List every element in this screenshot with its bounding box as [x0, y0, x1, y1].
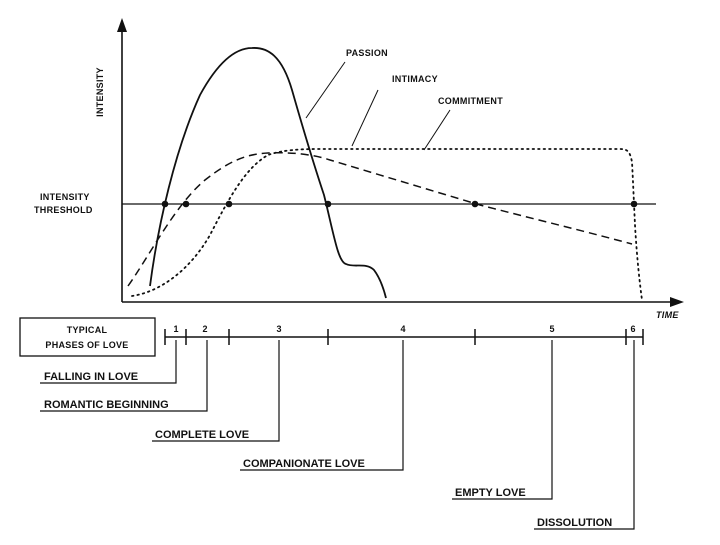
phase-numbers: 1 2 3 4 5 6	[173, 324, 635, 334]
intimacy-leader	[351, 89, 379, 147]
y-axis-arrow	[117, 18, 127, 32]
threshold-label-line1: INTENSITY	[40, 192, 90, 202]
phase-leader	[40, 340, 208, 412]
phases-box-line2: PHASES OF LOVE	[45, 340, 128, 350]
commitment-label: COMMITMENT	[438, 96, 503, 106]
crossing-dot	[630, 200, 638, 208]
intimacy-label: INTIMACY	[392, 74, 438, 84]
crossing-dot	[182, 200, 190, 208]
phase-label-complete-love: COMPLETE LOVE	[155, 429, 249, 441]
phase-number: 1	[173, 324, 178, 334]
passion-label: PASSION	[346, 48, 388, 58]
phases-box	[19, 317, 156, 357]
commitment-leader	[423, 109, 451, 151]
threshold-crossings	[161, 200, 638, 208]
crossing-dot	[161, 200, 169, 208]
commitment-curve	[131, 148, 643, 301]
phase-label-companionate-love: COMPANIONATE LOVE	[243, 458, 365, 470]
threshold-label-line2: THRESHOLD	[34, 205, 93, 215]
x-axis-arrow	[670, 297, 684, 307]
phase-leader	[240, 340, 404, 471]
crossing-dot	[324, 200, 332, 208]
phase-leader	[40, 340, 177, 384]
phase-number: 4	[400, 324, 405, 334]
y-axis-label: INTENSITY	[95, 67, 105, 117]
phase-leader	[534, 340, 635, 530]
phase-number: 5	[549, 324, 554, 334]
phase-number: 6	[630, 324, 635, 334]
phase-label-romantic-beginning: ROMANTIC BEGINNING	[44, 399, 169, 411]
passion-leader	[305, 61, 346, 119]
crossing-dot	[471, 200, 479, 208]
phase-leader	[152, 340, 280, 442]
phase-number: 2	[202, 324, 207, 334]
passion-curve	[149, 47, 387, 299]
phase-leader	[452, 340, 553, 500]
phase-labels: FALLING IN LOVE ROMANTIC BEGINNING COMPL…	[44, 371, 612, 529]
crossing-dot	[225, 200, 233, 208]
phase-label-falling-in-love: FALLING IN LOVE	[44, 371, 138, 383]
phase-timeline	[164, 329, 644, 345]
graph-axes	[117, 18, 684, 307]
x-axis-label: TIME	[656, 310, 679, 320]
phase-label-dissolution: DISSOLUTION	[537, 517, 612, 529]
phase-number: 3	[276, 324, 281, 334]
intimacy-curve	[127, 152, 633, 287]
phase-leaders	[40, 340, 635, 530]
phases-box-line1: TYPICAL	[67, 325, 108, 335]
phase-label-empty-love: EMPTY LOVE	[455, 487, 526, 499]
